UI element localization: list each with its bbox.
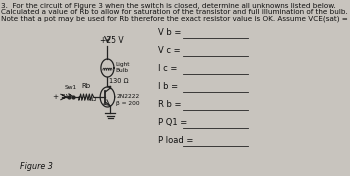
Text: Rb: Rb bbox=[82, 83, 91, 89]
Text: 3.  For the circuit of Figure 3 when the switch is closed, determine all unknown: 3. For the circuit of Figure 3 when the … bbox=[1, 3, 336, 9]
Text: + 5V: + 5V bbox=[53, 94, 71, 100]
Text: I b =: I b = bbox=[158, 82, 178, 91]
Text: Note that a pot may be used for Rb therefore the exact resistor value is OK. Ass: Note that a pot may be used for Rb there… bbox=[1, 16, 350, 23]
Text: Figure 3: Figure 3 bbox=[20, 162, 53, 171]
Text: Sw1: Sw1 bbox=[65, 85, 77, 90]
Text: ??? kΩ: ??? kΩ bbox=[77, 97, 96, 102]
Text: 2N2222: 2N2222 bbox=[116, 93, 139, 99]
Text: Light
Bulb: Light Bulb bbox=[116, 62, 130, 73]
Text: I c =: I c = bbox=[158, 64, 178, 73]
Text: P Q1 =: P Q1 = bbox=[158, 118, 188, 127]
Text: P load =: P load = bbox=[158, 136, 194, 145]
Text: V c =: V c = bbox=[158, 46, 181, 55]
Text: β = 200: β = 200 bbox=[116, 100, 140, 105]
Text: R b =: R b = bbox=[158, 100, 182, 109]
Text: Calculated a value of Rb to allow for saturation of the transistor and full illu: Calculated a value of Rb to allow for sa… bbox=[1, 10, 348, 15]
Text: +25 V: +25 V bbox=[100, 36, 124, 45]
Text: V b =: V b = bbox=[158, 28, 182, 37]
Text: 130 Ω: 130 Ω bbox=[109, 78, 128, 84]
